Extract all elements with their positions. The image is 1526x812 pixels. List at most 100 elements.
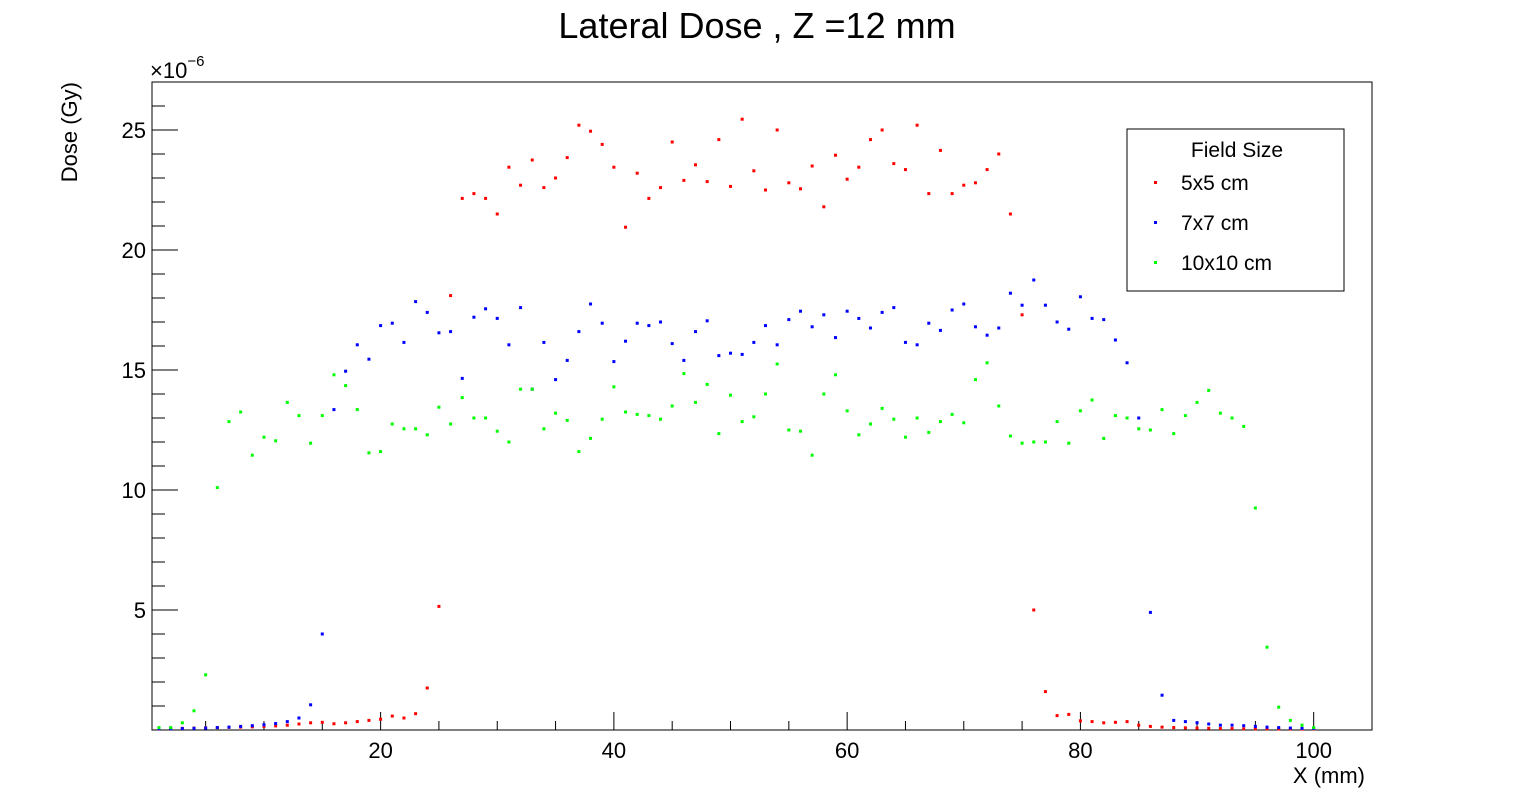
data-point xyxy=(659,186,663,190)
data-point xyxy=(1253,724,1257,728)
data-point xyxy=(554,411,558,415)
data-point xyxy=(332,373,336,377)
x-tick-label: 100 xyxy=(1295,738,1332,763)
data-point xyxy=(1043,303,1047,307)
data-point xyxy=(740,352,744,356)
data-point xyxy=(1032,440,1036,444)
data-point xyxy=(1207,388,1211,392)
data-point xyxy=(705,319,709,323)
data-point xyxy=(1300,723,1304,727)
legend-label: 7x7 cm xyxy=(1181,212,1249,235)
data-point xyxy=(729,351,733,355)
data-point xyxy=(1288,718,1292,722)
data-point xyxy=(554,378,558,382)
data-point xyxy=(892,306,896,310)
chart-title: Lateral Dose , Z =12 mm xyxy=(558,5,955,46)
data-point xyxy=(938,420,942,424)
data-point xyxy=(763,324,767,328)
data-point xyxy=(1125,361,1129,365)
data-point xyxy=(519,183,523,187)
data-point xyxy=(1207,726,1211,730)
data-point xyxy=(810,164,814,168)
data-point xyxy=(437,405,441,409)
data-point xyxy=(379,717,383,721)
data-point xyxy=(157,726,161,730)
data-point xyxy=(962,183,966,187)
data-point xyxy=(950,412,954,416)
data-point xyxy=(589,302,593,306)
data-point xyxy=(402,716,406,720)
data-point xyxy=(1195,400,1199,404)
data-point xyxy=(845,177,849,181)
data-point xyxy=(985,361,989,365)
data-point xyxy=(285,720,289,724)
data-point xyxy=(635,171,639,175)
data-point xyxy=(810,325,814,329)
x-tick-label: 60 xyxy=(835,738,859,763)
data-point xyxy=(484,307,488,311)
data-point xyxy=(589,129,593,133)
data-point xyxy=(344,384,348,388)
data-point xyxy=(682,358,686,362)
data-point xyxy=(1265,725,1269,729)
data-point xyxy=(355,408,359,412)
data-point xyxy=(810,453,814,457)
data-point xyxy=(437,604,441,608)
data-point xyxy=(390,422,394,426)
x-tick-label: 40 xyxy=(602,738,626,763)
data-point xyxy=(250,724,254,728)
data-point xyxy=(204,673,208,677)
data-point xyxy=(332,722,336,726)
data-point xyxy=(1242,727,1246,731)
data-point xyxy=(169,726,173,730)
data-point xyxy=(1148,610,1152,614)
data-point xyxy=(449,294,453,298)
legend-marker xyxy=(1154,181,1157,184)
data-point xyxy=(1312,726,1316,730)
data-point xyxy=(600,142,604,146)
data-point xyxy=(635,412,639,416)
data-point xyxy=(1230,727,1234,731)
data-point xyxy=(530,158,534,162)
data-point xyxy=(484,196,488,200)
data-point xyxy=(973,325,977,329)
legend-label: 10x10 cm xyxy=(1181,252,1272,275)
data-point xyxy=(763,392,767,396)
series-2 xyxy=(157,278,1316,731)
data-point xyxy=(1160,725,1164,729)
data-point xyxy=(868,138,872,142)
y-tick-label: 15 xyxy=(122,358,146,383)
data-point xyxy=(227,725,231,729)
data-point xyxy=(833,373,837,377)
data-point xyxy=(997,152,1001,156)
data-point xyxy=(1183,726,1187,730)
data-point xyxy=(659,417,663,421)
data-point xyxy=(798,429,802,433)
data-point xyxy=(495,212,499,216)
data-point xyxy=(472,315,476,319)
data-point xyxy=(460,396,464,400)
data-point xyxy=(1172,718,1176,722)
data-point xyxy=(495,316,499,320)
data-point xyxy=(752,415,756,419)
data-point xyxy=(1148,724,1152,728)
data-point xyxy=(577,123,581,127)
data-point xyxy=(1102,721,1106,725)
y-tick-label: 10 xyxy=(122,478,146,503)
y-axis-exponent: ×10−6 xyxy=(150,53,204,83)
data-point xyxy=(250,453,254,457)
legend-label: 5x5 cm xyxy=(1181,172,1249,195)
data-point xyxy=(274,722,278,726)
data-point xyxy=(437,331,441,335)
data-point xyxy=(1067,441,1071,445)
data-point xyxy=(1090,720,1094,724)
data-point xyxy=(1055,714,1059,718)
data-point xyxy=(390,714,394,718)
data-point xyxy=(985,333,989,337)
data-point xyxy=(694,330,698,334)
data-point xyxy=(927,192,931,196)
data-point xyxy=(239,410,243,414)
legend: Field Size 5x5 cm 7x7 cm 10x10 cm xyxy=(1126,128,1345,292)
data-point xyxy=(530,387,534,391)
data-point xyxy=(297,716,301,720)
